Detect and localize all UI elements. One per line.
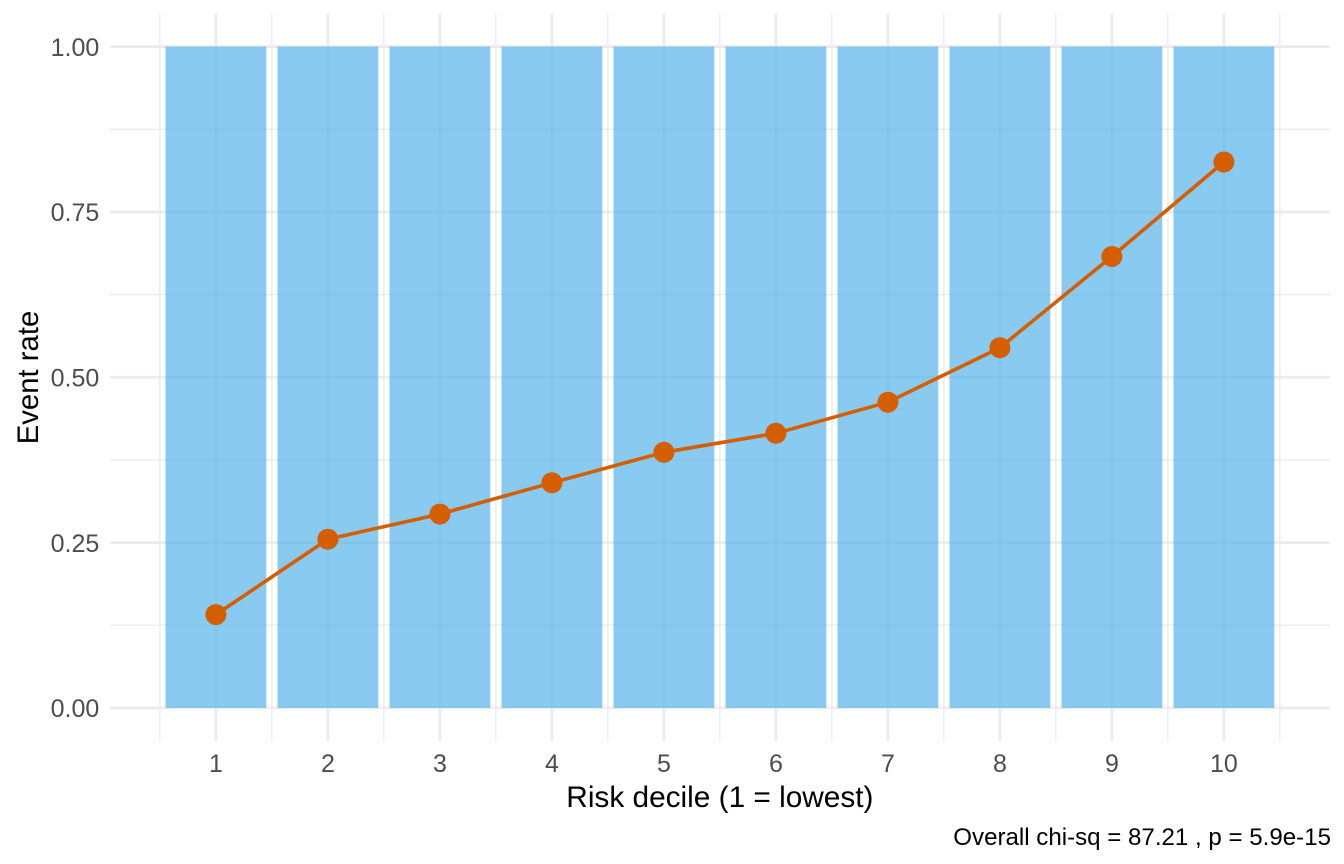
svg-text:Overall chi-sq = 87.21 , p = 5: Overall chi-sq = 87.21 , p = 5.9e-15 — [953, 824, 1331, 851]
svg-text:7: 7 — [881, 750, 895, 778]
svg-text:1: 1 — [209, 750, 223, 778]
svg-text:Risk decile (1 = lowest): Risk decile (1 = lowest) — [566, 781, 873, 814]
svg-text:1.00: 1.00 — [51, 34, 100, 62]
svg-text:2: 2 — [321, 750, 335, 778]
svg-text:0.50: 0.50 — [51, 364, 100, 392]
svg-text:Event rate: Event rate — [12, 311, 45, 445]
svg-text:4: 4 — [545, 750, 559, 778]
svg-text:10: 10 — [1210, 750, 1238, 778]
svg-text:3: 3 — [433, 750, 447, 778]
svg-text:9: 9 — [1105, 750, 1119, 778]
svg-text:8: 8 — [993, 750, 1007, 778]
svg-text:6: 6 — [769, 750, 783, 778]
svg-text:5: 5 — [657, 750, 671, 778]
svg-text:0.75: 0.75 — [51, 199, 100, 227]
svg-text:0.25: 0.25 — [51, 530, 100, 558]
svg-text:0.00: 0.00 — [51, 695, 100, 723]
